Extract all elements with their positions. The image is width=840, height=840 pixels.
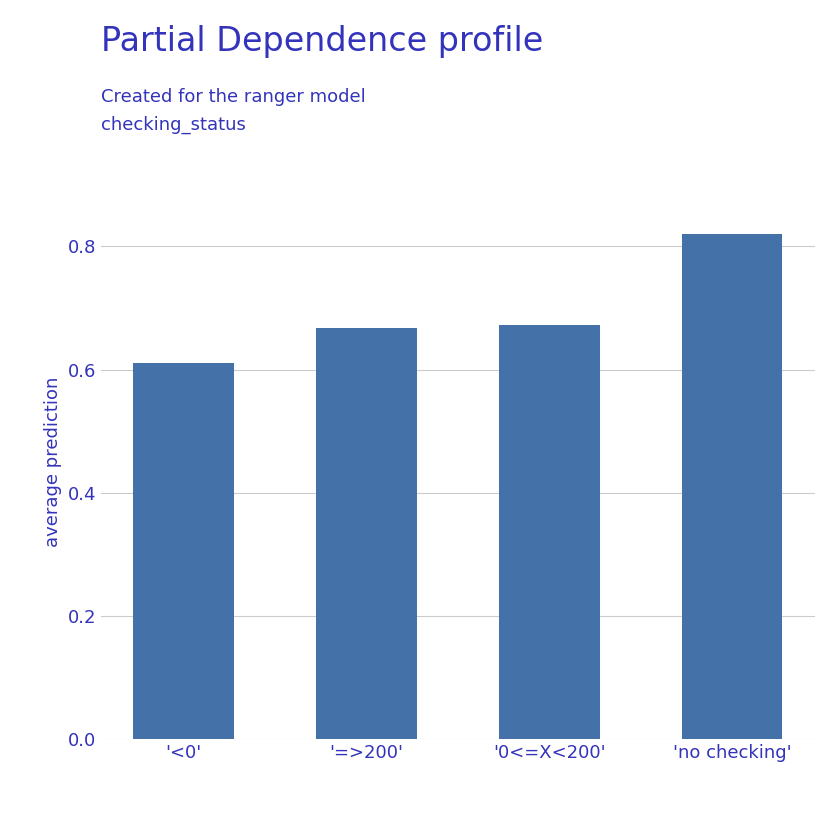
Bar xyxy=(134,363,234,739)
Text: Created for the ranger model: Created for the ranger model xyxy=(101,88,365,106)
Bar xyxy=(316,328,417,739)
Text: checking_status: checking_status xyxy=(101,116,245,134)
Bar xyxy=(682,234,782,739)
Bar xyxy=(499,325,600,739)
Y-axis label: average prediction: average prediction xyxy=(44,377,62,547)
Text: Partial Dependence profile: Partial Dependence profile xyxy=(101,25,543,58)
